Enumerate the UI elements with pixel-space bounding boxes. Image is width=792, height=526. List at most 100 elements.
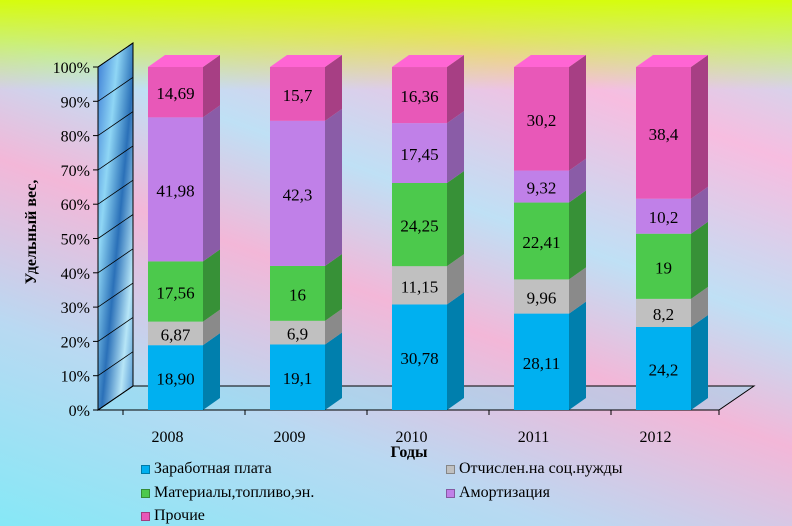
y-tick-label: 0% xyxy=(69,403,90,420)
legend-label: Амортизация xyxy=(459,484,550,501)
bar-segment xyxy=(636,67,691,199)
bar-segment xyxy=(514,279,569,314)
y-tick-label: 30% xyxy=(61,300,90,317)
bar-segment-side xyxy=(691,186,708,234)
legend-item: Отчислен.на соц.нужды xyxy=(446,460,623,478)
data-label: 41,98 xyxy=(156,181,194,200)
bar-segment xyxy=(392,123,447,184)
legend-item: Заработная плата xyxy=(141,460,272,478)
bar-segment-side xyxy=(691,221,708,299)
bar-segment-side xyxy=(447,292,464,410)
bar-segment xyxy=(148,321,203,346)
gridline xyxy=(97,145,134,171)
bar-top xyxy=(636,55,708,67)
x-axis-ticks: 2008 2009 2010 2011 2012 xyxy=(122,410,720,446)
bar-segment-side xyxy=(325,332,342,410)
bar-segment xyxy=(148,345,203,410)
bars xyxy=(148,55,708,410)
legend-swatch xyxy=(141,511,150,521)
y-tick-label: 10% xyxy=(61,369,90,386)
x-tick-label: 2010 xyxy=(396,429,428,446)
bar-segment-side xyxy=(447,111,464,184)
bar-segment-side xyxy=(569,301,586,410)
y-axis-title: Удельный вес, xyxy=(23,180,40,285)
legend-label: Отчислен.на соц.нужды xyxy=(459,460,623,477)
bar-segment-side xyxy=(447,171,464,267)
bar-segment-side xyxy=(325,108,342,266)
legend-swatch xyxy=(446,488,455,498)
data-label: 14,69 xyxy=(156,84,194,103)
bar-segment xyxy=(514,67,569,171)
gridline xyxy=(97,351,134,377)
bar-segment-side xyxy=(203,105,220,262)
data-label: 10,2 xyxy=(649,208,679,227)
data-label: 24,25 xyxy=(400,217,438,236)
bar-segment xyxy=(270,320,325,345)
bar-segment xyxy=(392,183,447,267)
bar-segment xyxy=(636,198,691,234)
bar-segment-side xyxy=(325,308,342,345)
gridline xyxy=(97,214,134,239)
legend-label: Материалы,топливо,эн. xyxy=(154,484,315,501)
data-label: 11,15 xyxy=(401,277,439,296)
bar-segment-side xyxy=(569,267,586,314)
legend-item: Прочие xyxy=(141,507,205,525)
y-tick-label: 100% xyxy=(53,60,90,77)
bar-segment xyxy=(148,261,203,322)
legend-swatch xyxy=(141,488,150,498)
x-tick-label: 2012 xyxy=(640,429,672,446)
bar-segment-side xyxy=(325,55,342,121)
bar-segment-side xyxy=(203,309,220,346)
legend-label: Заработная плата xyxy=(154,460,272,477)
data-label: 9,32 xyxy=(527,179,557,198)
gridline xyxy=(97,385,134,411)
bar-top xyxy=(270,55,342,67)
bar-segment xyxy=(636,326,691,410)
data-label: 30,78 xyxy=(400,349,438,368)
data-label: 15,7 xyxy=(283,86,313,105)
y-axis-ticks: 0% 10% 20% 30% 40% 50% 60% 70% 80% 90% 100% xyxy=(53,60,98,420)
data-label: 6,9 xyxy=(287,325,308,344)
bar-segment xyxy=(514,313,569,410)
data-label: 28,11 xyxy=(523,354,561,373)
bar-segment-side xyxy=(203,333,220,410)
x-tick-label: 2008 xyxy=(152,429,184,446)
bar-segment xyxy=(270,67,325,121)
gridline xyxy=(97,42,134,68)
y-tick-label: 50% xyxy=(61,232,90,249)
y-tick-label: 40% xyxy=(61,266,90,283)
gridline xyxy=(97,76,134,102)
data-label: 22,41 xyxy=(522,233,560,252)
bar-segment xyxy=(148,67,203,118)
legend-item: Материалы,топливо,эн. xyxy=(141,484,314,502)
bar-segment-side xyxy=(325,253,342,321)
bar-segment xyxy=(636,298,691,327)
data-label: 17,45 xyxy=(400,145,438,164)
data-label: 16,36 xyxy=(400,87,438,106)
data-label: 30,2 xyxy=(527,111,557,130)
x-tick-label: 2009 xyxy=(274,429,306,446)
bar-top xyxy=(514,55,586,67)
bar-segment-side xyxy=(569,190,586,280)
legend-label: Прочие xyxy=(154,507,205,524)
data-label: 6,87 xyxy=(161,325,191,344)
bar-segment xyxy=(148,117,203,262)
bar-segment xyxy=(636,233,691,299)
data-labels: 18,90 6,87 17,56 41,98 14,69 19,1 6,9 16 42,3 15,… xyxy=(156,84,679,388)
y-tick-label: 70% xyxy=(61,163,90,180)
data-label: 17,56 xyxy=(156,283,194,302)
bar-top xyxy=(148,55,220,67)
bar-segment-side xyxy=(447,254,464,305)
legend-swatch xyxy=(446,464,455,474)
y-tick-label: 20% xyxy=(61,334,90,351)
bar-segment-side xyxy=(691,314,708,410)
bar-segment xyxy=(270,344,325,410)
bar-segment xyxy=(270,120,325,266)
data-label: 19 xyxy=(655,258,672,277)
bar-segment xyxy=(392,266,447,305)
x-axis-title: Годы xyxy=(391,444,428,461)
legend-item: Амортизация xyxy=(446,484,550,502)
y-tick-label: 90% xyxy=(61,94,90,111)
bar-segment xyxy=(392,67,447,124)
gridline xyxy=(97,179,134,205)
